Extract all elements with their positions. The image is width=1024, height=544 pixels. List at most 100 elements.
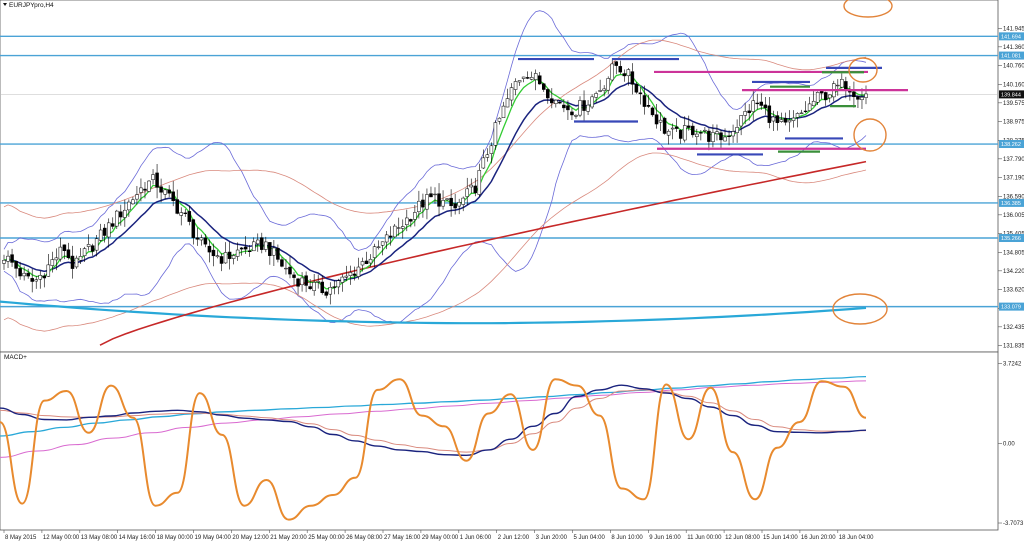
level-price-tag	[999, 51, 1024, 60]
time-tick-label: 20 May 12:00	[232, 535, 269, 541]
bear-candle	[546, 89, 550, 99]
bull-candle	[731, 131, 735, 137]
level-price-label: 138.262	[1001, 142, 1021, 148]
bull-candle	[461, 197, 465, 205]
bear-candle	[449, 197, 453, 207]
bear-candle	[18, 268, 22, 277]
macd-signal-trend-line	[0, 380, 867, 458]
bull-candle	[356, 266, 361, 277]
bull-candle	[147, 180, 151, 192]
macd-plot-area	[0, 375, 867, 521]
level-price-label: 141.694	[1001, 34, 1021, 40]
price-panel: 141.945 141.360 140.760 140.160 139.575 138.9…	[0, 0, 1024, 353]
bear-candle	[844, 81, 848, 90]
bear-candle	[30, 278, 34, 282]
bull-candle	[860, 96, 864, 101]
level-price-label: 141.081	[1001, 54, 1021, 60]
bull-candle	[827, 94, 832, 99]
bear-candle	[473, 185, 478, 194]
bear-candle	[111, 223, 115, 227]
bull-candle	[610, 63, 614, 81]
bull-candle	[336, 280, 341, 288]
bear-candle	[755, 102, 759, 105]
bull-candle	[78, 256, 83, 261]
price-tick-label: 138.975	[1003, 120, 1024, 126]
bull-candle	[433, 193, 437, 196]
bull-candle	[497, 117, 502, 122]
bear-candle	[687, 125, 691, 128]
bull-candle	[574, 115, 578, 117]
bear-candle	[352, 273, 357, 276]
price-tick-label: 141.945	[1003, 26, 1024, 32]
macd-long-trend-line	[0, 375, 867, 437]
bull-candle	[58, 246, 63, 260]
bull-candle	[417, 200, 421, 212]
level-price-tag	[999, 234, 1024, 243]
bull-candle	[807, 103, 812, 111]
bear-candle	[195, 237, 200, 240]
bull-candle	[74, 257, 79, 268]
bear-candle	[421, 199, 425, 208]
bear-candle	[324, 291, 328, 296]
bear-candle	[550, 98, 554, 104]
price-tick-label: 140.760	[1003, 64, 1024, 70]
time-tick-label: 26 May 08:00	[346, 535, 383, 541]
bear-candle	[707, 130, 711, 142]
bull-candle	[82, 248, 87, 257]
bull-candle	[54, 257, 59, 261]
price-tick-label: 131.835	[1003, 344, 1024, 350]
time-tick-label: 18 May 00:00	[157, 535, 194, 541]
bear-candle	[823, 92, 828, 101]
bull-candle	[106, 222, 111, 238]
bear-candle	[775, 115, 780, 123]
bear-candle	[268, 242, 272, 256]
bull-candle	[98, 229, 103, 241]
bear-candle	[304, 275, 308, 286]
bear-candle	[674, 126, 679, 129]
bull-candle	[179, 212, 183, 216]
bear-candle	[803, 110, 808, 113]
time-tick-label: 14 May 16:00	[119, 535, 156, 541]
bear-candle	[227, 251, 232, 259]
bear-candle	[296, 278, 300, 287]
bear-candle	[453, 203, 457, 209]
bull-candle	[94, 238, 99, 251]
bull-candle	[115, 210, 119, 227]
bull-candle	[715, 131, 719, 134]
bear-candle	[191, 219, 196, 238]
bear-candle	[852, 91, 856, 98]
level-price-label: 135.266	[1001, 236, 1021, 242]
price-tick-label: 136.590	[1003, 194, 1024, 200]
bear-candle	[211, 249, 216, 257]
bear-candle	[171, 191, 175, 201]
bear-candle	[618, 66, 623, 73]
bull-candle	[787, 119, 792, 123]
bull-candle	[131, 199, 135, 205]
bull-candle	[50, 259, 55, 266]
bull-candle	[521, 76, 526, 79]
bull-candle	[22, 272, 26, 277]
bear-candle	[638, 92, 643, 95]
bull-candle	[493, 122, 498, 146]
bear-candle	[747, 110, 751, 114]
bull-candle	[533, 73, 538, 80]
long-moving-average	[99, 160, 867, 346]
time-tick-label: 11 Jun 00:00	[687, 535, 722, 541]
bull-candle	[127, 201, 131, 211]
bull-candle	[703, 129, 707, 132]
bear-candle	[119, 211, 123, 218]
bear-candle	[42, 275, 47, 279]
bull-candle	[513, 81, 518, 90]
bear-candle	[525, 77, 530, 79]
bear-candle	[388, 235, 393, 238]
time-tick-label: 12 Jun 08:00	[725, 535, 760, 541]
bull-candle	[272, 247, 276, 256]
bear-candle	[570, 111, 574, 116]
bull-candle	[791, 117, 796, 121]
macd-tick-label: -3.7073	[1003, 521, 1024, 527]
price-tick-label: 137.790	[1003, 157, 1024, 163]
bull-candle	[485, 154, 490, 158]
bull-candle	[312, 282, 316, 291]
current-price-tag	[999, 90, 1024, 99]
bull-candle	[380, 241, 385, 246]
